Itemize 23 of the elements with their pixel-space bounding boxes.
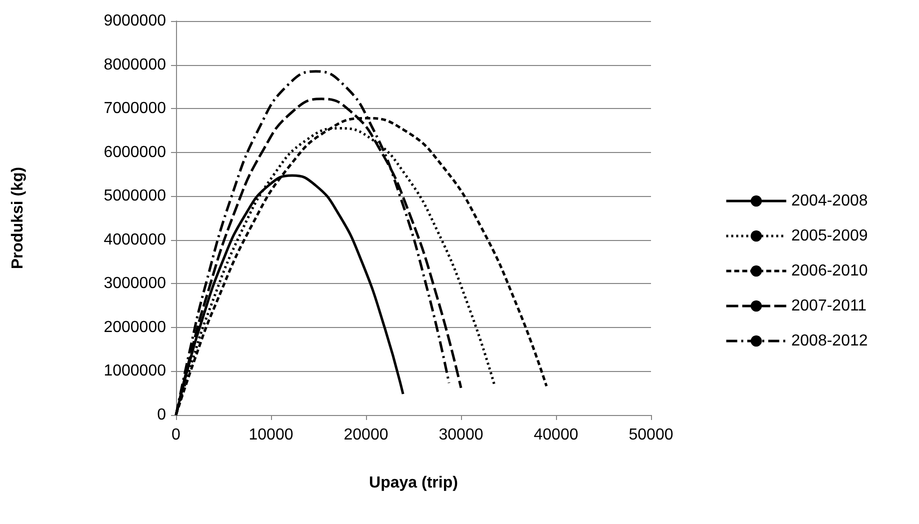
x-tick-label: 30000 <box>438 426 484 444</box>
y-axis-title: Produksi (kg) <box>10 166 26 270</box>
legend-label: 2006-2010 <box>791 262 868 280</box>
y-tick-label: 2000000 <box>104 318 166 336</box>
legend-label: 2008-2012 <box>791 332 868 350</box>
legend-label: 2005-2009 <box>791 228 868 244</box>
x-tick-label: 0 <box>172 426 181 444</box>
x-tick-label: 50000 <box>628 426 674 444</box>
x-axis-title: Upaya (trip) <box>369 474 458 492</box>
y-tick-label: 8000000 <box>104 56 166 74</box>
legend-label: 2007-2011 <box>791 298 867 314</box>
y-tick-label: 5000000 <box>104 188 166 205</box>
y-tick-label: 4000000 <box>104 231 166 248</box>
y-tick-label: 3000000 <box>104 275 166 292</box>
y-tick-label: 7000000 <box>104 100 166 118</box>
x-tick-label: 10000 <box>248 426 294 444</box>
y-tick-label: 1000000 <box>104 362 166 380</box>
y-tick-label: 0 <box>157 406 166 424</box>
legend-label: 2004-2008 <box>791 192 868 210</box>
y-tick-label: 9000000 <box>104 12 166 30</box>
x-tick-label: 40000 <box>534 426 578 444</box>
y-tick-label: 6000000 <box>104 144 166 161</box>
x-tick-label: 20000 <box>344 426 388 444</box>
